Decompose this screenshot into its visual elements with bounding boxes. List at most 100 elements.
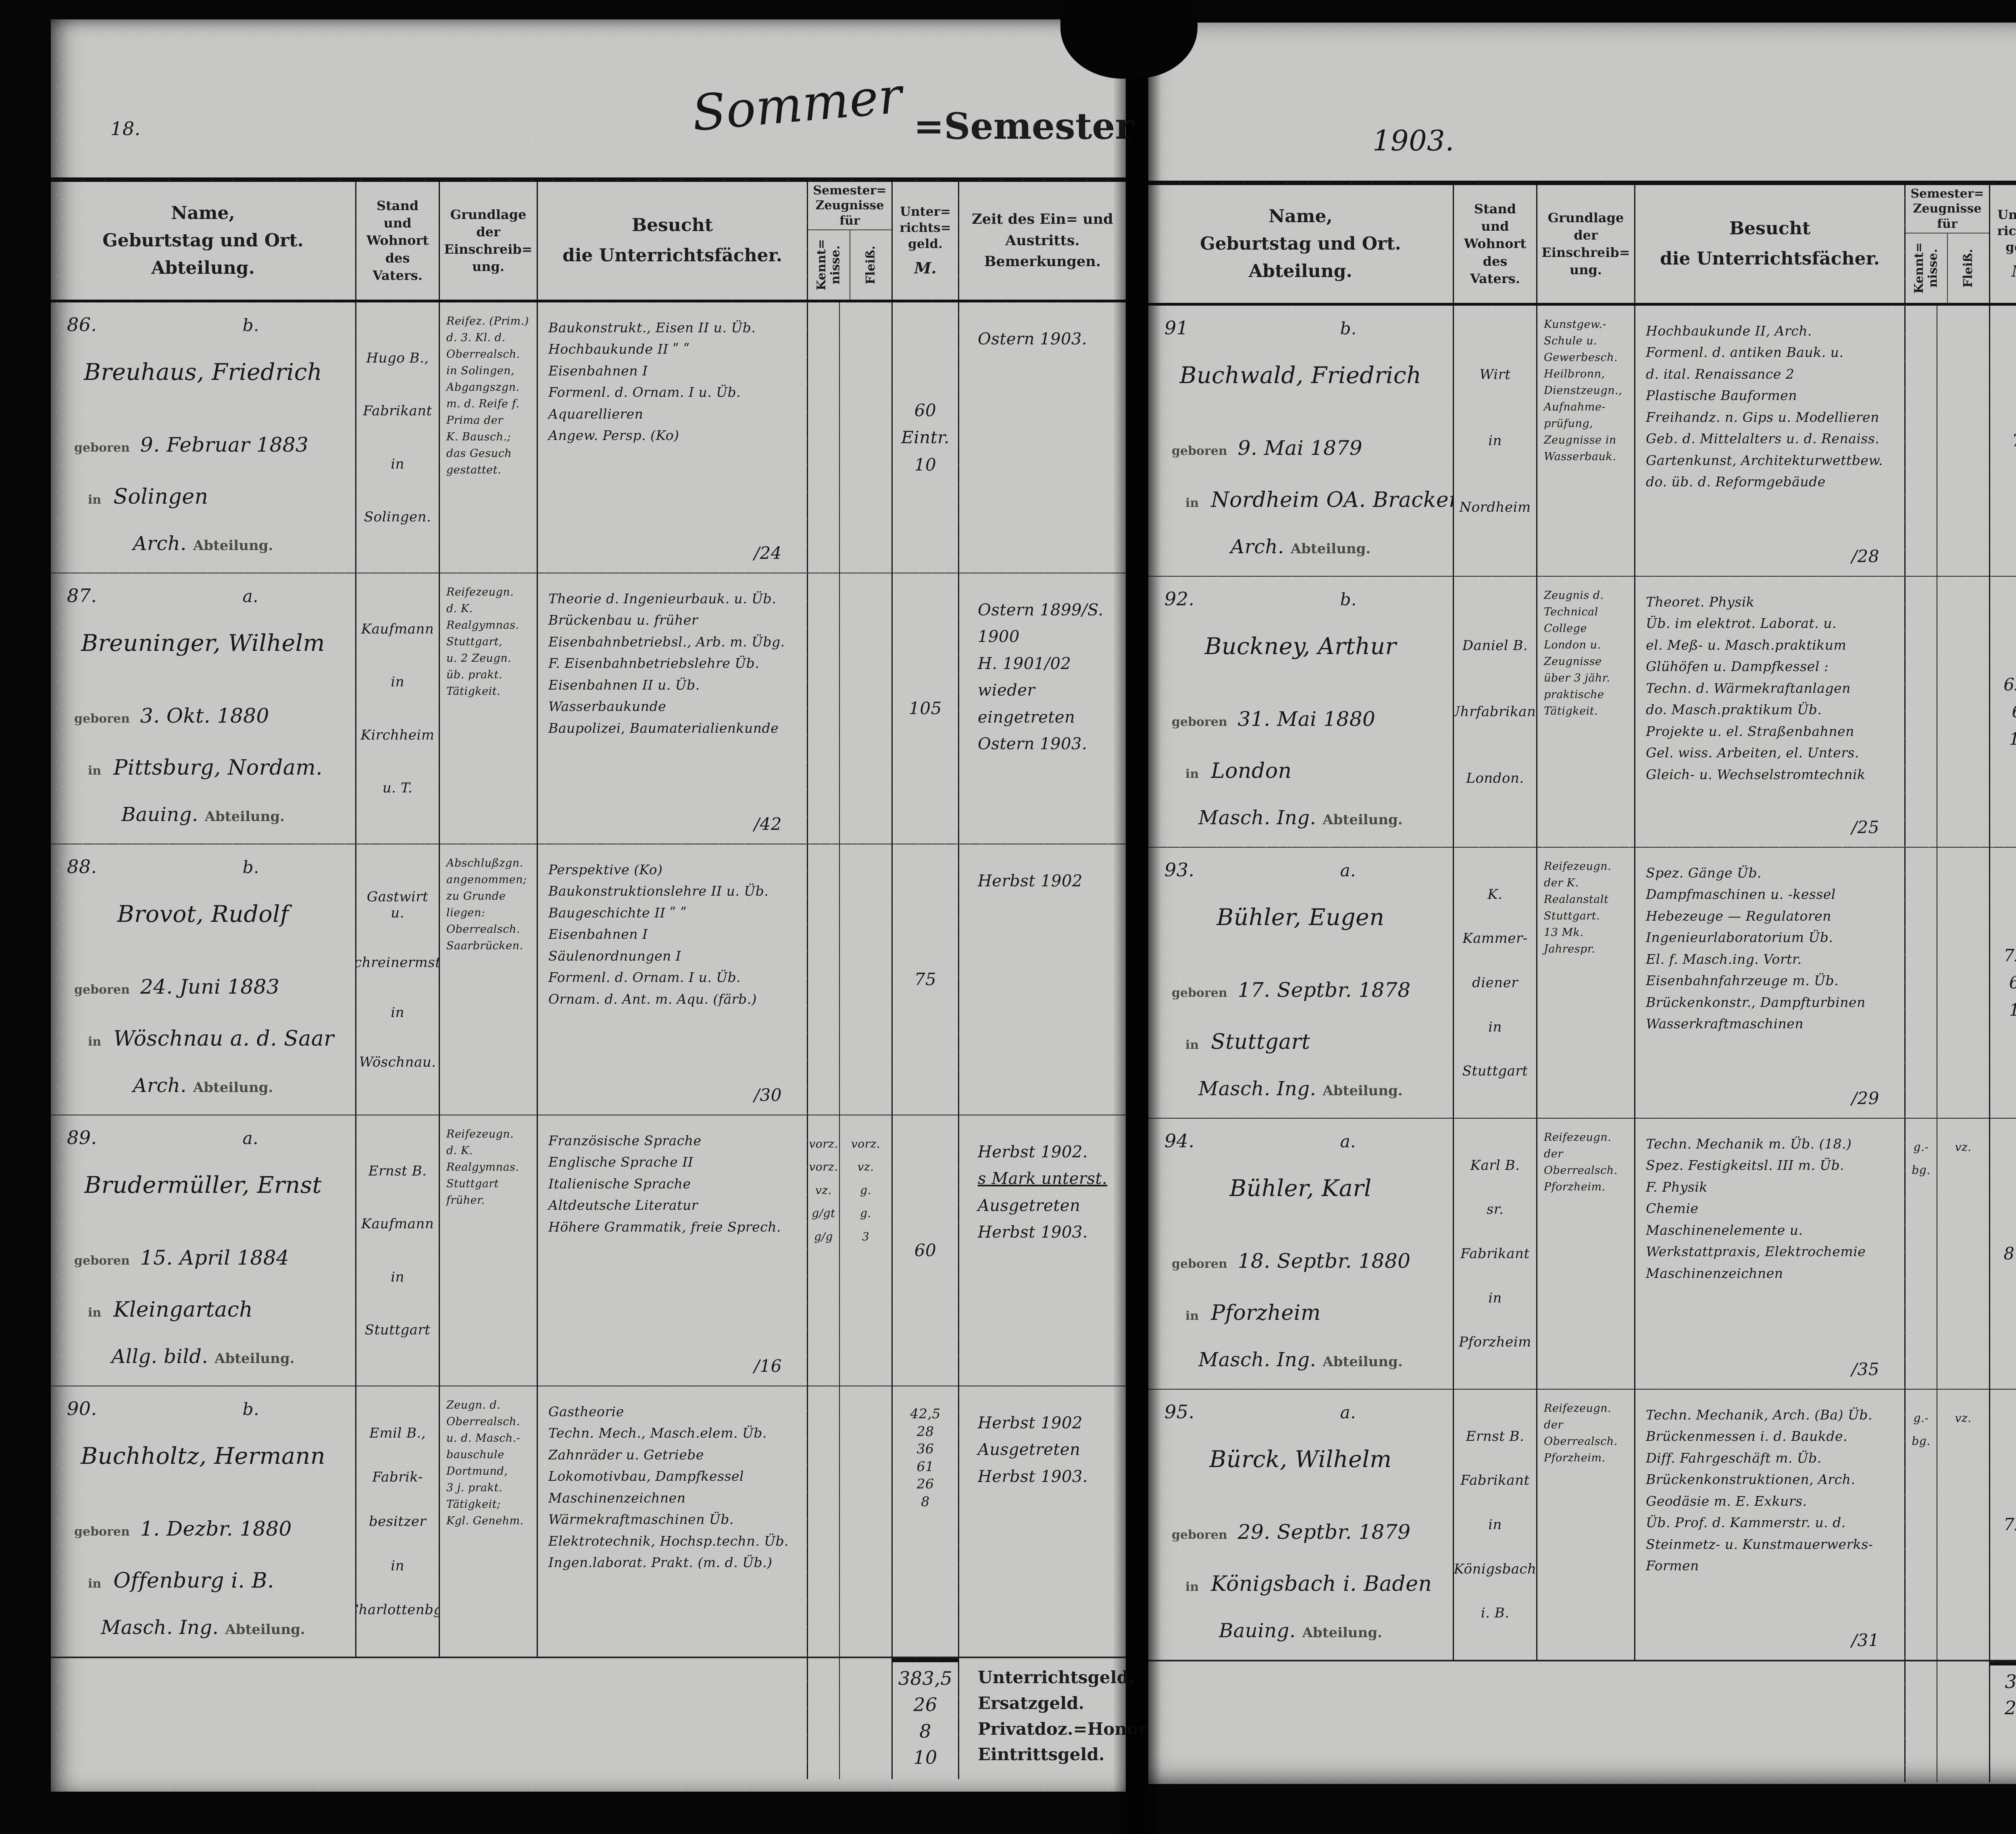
- name-cell: 91 b. Buchwald, Friedrich geboren 9. Mai …: [1148, 306, 1453, 576]
- kenntnisse-lines: [808, 1386, 839, 1403]
- father-lines: Hugo B., Fabrikant in Solingen.: [356, 302, 439, 573]
- place-label: in: [1185, 1580, 1199, 1594]
- text-line: in: [1488, 433, 1502, 449]
- fee-lines: 105: [893, 573, 958, 844]
- born-label: geboren: [74, 1254, 130, 1268]
- abteilung-row: Masch. Ing. Abteilung.: [1198, 1077, 1402, 1100]
- abteilung-row: Arch. Abteilung.: [133, 532, 273, 555]
- text-line: 26: [916, 1476, 934, 1492]
- register-table: Name, Geburtstag und Ort. Abteilung. Sta…: [1148, 181, 2016, 1782]
- kenntnisse-cell: g.-bg.: [1904, 1119, 1937, 1389]
- text-line: üb. prakt.: [446, 669, 502, 681]
- fee-lines: 42,5 28 36 61 26 8: [893, 1386, 958, 1657]
- place-label: in: [88, 1306, 102, 1320]
- totals-spacer: [1148, 1661, 1453, 1782]
- student-name: Buchholtz, Hermann: [81, 1443, 325, 1469]
- subjects-cell: Spez. Gänge Üb. Dampfmaschinen u. -kessel…: [1634, 848, 1904, 1118]
- currency-label: M.: [2012, 261, 2016, 281]
- text-line: London u.: [1544, 639, 1601, 652]
- subject-lines: Techn. Mechanik, Arch. (Ba) Üb. Brückenme…: [1635, 1390, 1904, 1577]
- text-line: Angew. Persp. (Ko): [548, 427, 679, 444]
- record-list: 86. b. Breuhaus, Friedrich geboren 9. Feb…: [51, 302, 1126, 1657]
- student-name: Buckney, Arthur: [1204, 633, 1397, 660]
- text-line: Jahrespr.: [1544, 943, 1595, 956]
- birth-place: Nordheim OA. Brackenh.: [1211, 488, 1453, 512]
- text-line: in: [391, 1557, 404, 1574]
- text-line: Pforzheim: [1459, 1334, 1531, 1350]
- totals-spacer: [51, 1658, 355, 1779]
- text-line: 10: [913, 1746, 937, 1768]
- grundlage-cell: Reifezeugn. der K. Realanstalt Stuttgart. 13…: [1536, 848, 1634, 1118]
- header-line: geld.: [908, 237, 943, 252]
- totals-amounts: 370 20.- ––: [1990, 1665, 2016, 1774]
- header-line: Zeugnisse für: [815, 198, 884, 228]
- text-line: Eisenbahnen I: [548, 363, 648, 379]
- header-line: Zeugnisse für: [1913, 202, 1982, 231]
- fee-lines: 72,5: [1990, 1390, 2016, 1660]
- abteilung-value: Masch. Ing.: [1198, 1077, 1316, 1100]
- text-line: Tätigkeit.: [446, 685, 501, 698]
- text-line: Tätigkeit.: [1544, 705, 1598, 718]
- fleiss-cell: [839, 1386, 891, 1657]
- record-letter: b.: [242, 857, 259, 877]
- text-line: d. 3. Kl. d.: [446, 331, 506, 344]
- text-line: in: [1488, 1290, 1502, 1306]
- text-line: 26: [913, 1694, 937, 1716]
- text-line: Werkstattpraxis, Elektrochemie: [1646, 1244, 1866, 1260]
- text-line: Ostern 1899/S. 1900: [978, 601, 1104, 646]
- text-line: 62,5: [2004, 675, 2016, 695]
- birth-place: Wöschnau a. d. Saar: [113, 1027, 334, 1051]
- father-cell: Hugo B., Fabrikant in Solingen.: [355, 302, 439, 573]
- header-subjects-column: Besucht die Unterrichtsfächer.: [537, 182, 807, 300]
- text-line: Ingen.laborat. Prakt. (m. d. Üb.): [548, 1555, 773, 1571]
- header-line: der: [476, 224, 500, 240]
- table-row: 90. b. Buchholtz, Hermann geboren 1. Dezb…: [51, 1386, 1126, 1657]
- header-line: Name,: [171, 202, 235, 223]
- subject-lines: Baukonstrukt., Eisen II u. Üb. Hochbaukun…: [538, 302, 807, 446]
- abteilung-value: Bauing.: [1219, 1619, 1296, 1642]
- totals-spacer: [807, 1658, 839, 1779]
- text-line: Reifez. (Prim.): [446, 315, 529, 327]
- text-line: vorz.: [809, 1137, 838, 1150]
- text-line: Ornam. d. Ant. m. Aqu. (färb.): [548, 991, 757, 1007]
- grundlage-cell: Kunstgew.- Schule u. Gewerbesch. Heilbronn,…: [1536, 306, 1634, 576]
- text-line: El. f. Masch.ing. Vortr.: [1646, 951, 1802, 967]
- text-line: d. K.: [446, 602, 473, 615]
- kenntnisse-lines: g.-bg.: [1906, 1390, 1937, 1453]
- text-line: Hochbaukunde II, Arch.: [1646, 323, 1812, 339]
- grundlage-lines: Reifezeugn. der Oberrealsch. Pforzheim.: [1537, 1390, 1634, 1466]
- student-name: Brudermüller, Ernst: [84, 1172, 322, 1198]
- text-line: u. 2 Zeugn.: [446, 652, 512, 665]
- text-line: Karl B.: [1470, 1157, 1520, 1173]
- abteilung-label: Abteilung.: [1290, 541, 1371, 557]
- father-lines: Emil B., Fabrik-besitzer in Charlottenbg.: [356, 1386, 439, 1657]
- record-number: 89.: [67, 1127, 97, 1148]
- born-row: geboren 31. Mai 1880: [1172, 707, 1375, 731]
- text-line: Fabrikant: [1460, 1245, 1530, 1262]
- text-line: Säulenordnungen I: [548, 948, 681, 964]
- born-row: geboren 17. Septbr. 1878: [1172, 978, 1411, 1002]
- subject-sum: ∕35: [1851, 1359, 1879, 1379]
- kenntnisse-cell: [1904, 306, 1937, 576]
- text-line: Gel. wiss. Arbeiten, el. Unters.: [1646, 745, 1860, 761]
- fleiss-cell: vz.: [1937, 1119, 1989, 1389]
- place-label: in: [88, 764, 102, 778]
- text-line: Stuttgart: [1462, 1063, 1528, 1080]
- header-line: und: [1481, 219, 1509, 234]
- header-line: Besucht: [1729, 218, 1811, 239]
- record-letter: a.: [1340, 861, 1356, 880]
- text-line: besitzer: [369, 1513, 427, 1530]
- fee-lines: 75: [893, 844, 958, 1115]
- text-line: Freihandz. n. Gips u. Modellieren: [1646, 409, 1879, 425]
- fee-cell: 70: [1989, 306, 2016, 576]
- grundlage-lines: Abschlußzgn. angenommen; zu Grunde liegen: O…: [440, 844, 537, 954]
- father-lines: Daniel B. Uhrfabrikant London.: [1454, 577, 1536, 847]
- text-line: Kirchheim: [360, 727, 435, 743]
- text-line: 72,5: [2004, 946, 2016, 966]
- kenntnisse-cell: vorz. vorz. vz. g/gt g/g: [807, 1115, 839, 1386]
- text-line: bauschule: [446, 1448, 504, 1461]
- born-date: 31. Mai 1880: [1237, 707, 1376, 731]
- text-line: gestattet.: [446, 464, 502, 477]
- totals-spacer: [537, 1658, 807, 1779]
- text-line: Kaufmann: [361, 621, 434, 637]
